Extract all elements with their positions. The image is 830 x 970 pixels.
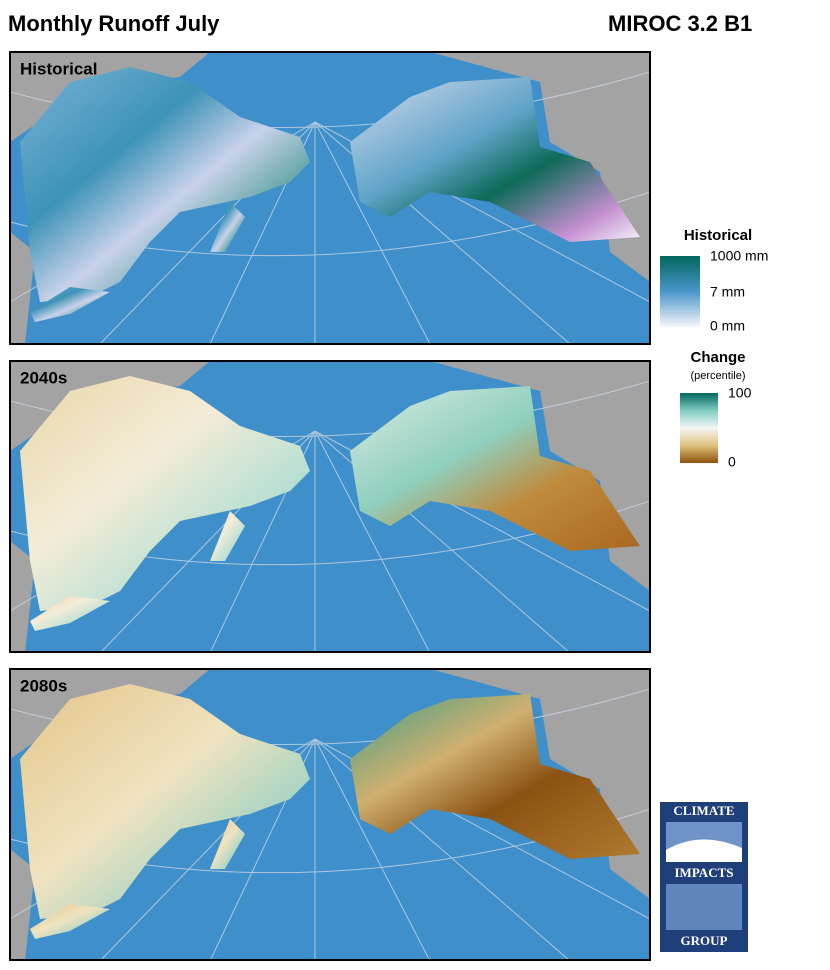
logo-text: GROUP <box>681 933 728 948</box>
logo-text: CLIMATE <box>673 803 734 818</box>
legend-label: 100 <box>728 385 752 401</box>
legend-historical: Historical 1000 mm 7 mm 0 mm <box>660 227 768 334</box>
legend-change: Change (percentile) 100 0 <box>680 349 752 470</box>
panel-label: 2080s <box>20 676 67 695</box>
map-panel: Historical <box>9 51 651 345</box>
title: Monthly Runoff July <box>8 11 220 36</box>
legend-title: Historical <box>684 227 752 244</box>
logo-text: IMPACTS <box>675 865 734 880</box>
panel-label: Historical <box>20 59 97 78</box>
map-panel: 2040s <box>9 360 651 653</box>
legend-subtitle: (percentile) <box>690 370 745 382</box>
legend-label: 0 <box>728 454 736 470</box>
model-name: MIROC 3.2 B1 <box>608 11 752 36</box>
legend-title: Change <box>690 349 745 366</box>
legend-label: 1000 mm <box>710 248 768 264</box>
map-panel: 2080s <box>9 668 651 961</box>
logo: CLIMATE IMPACTS GROUP <box>660 802 748 952</box>
panel-label: 2040s <box>20 368 67 387</box>
color-bar <box>660 256 700 327</box>
legend-label: 0 mm <box>710 318 745 334</box>
legend-label: 7 mm <box>710 284 745 300</box>
color-bar <box>680 393 718 463</box>
